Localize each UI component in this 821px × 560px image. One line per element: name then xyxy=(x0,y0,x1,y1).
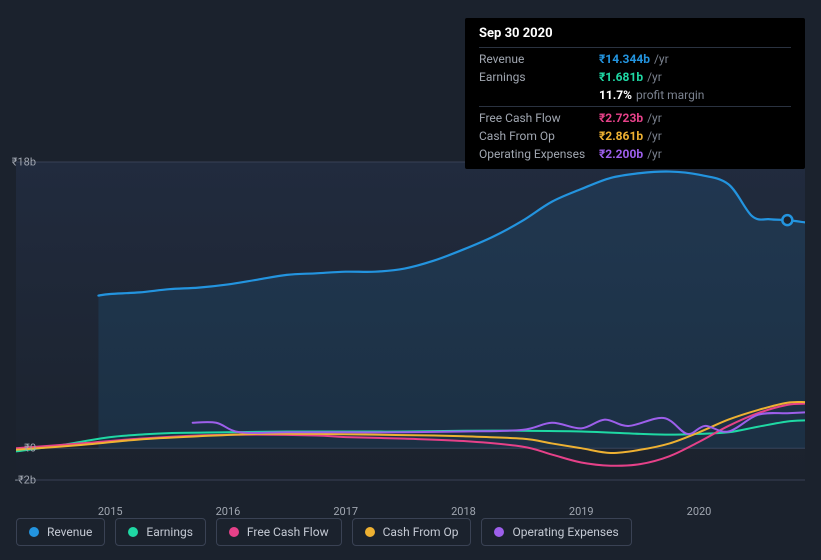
tooltip-row: Revenue ₹14.344b /yr xyxy=(479,50,791,68)
legend-item-cfo[interactable]: Cash From Op xyxy=(352,518,472,546)
tooltip-row-value: 11.7% xyxy=(599,88,632,102)
chart-svg xyxy=(16,150,805,500)
x-axis-label: 2015 xyxy=(98,505,123,518)
legend-swatch xyxy=(128,527,138,537)
tooltip-row-label: Revenue xyxy=(479,52,599,66)
tooltip-row-value: ₹2.861b xyxy=(599,129,643,143)
x-axis-label: 2017 xyxy=(333,505,358,518)
tooltip-row: Cash From Op ₹2.861b /yr xyxy=(479,127,791,145)
legend-swatch xyxy=(494,527,504,537)
tooltip-date: Sep 30 2020 xyxy=(479,26,791,45)
x-axis-label: 2020 xyxy=(687,505,712,518)
legend-swatch xyxy=(29,527,39,537)
tooltip-row-value: ₹1.681b xyxy=(599,70,643,84)
tooltip-row: 11.7% profit margin xyxy=(479,86,791,104)
tooltip-row-value: ₹2.723b xyxy=(599,111,643,125)
tooltip-row-label: Earnings xyxy=(479,70,599,84)
tooltip-row-label: Cash From Op xyxy=(479,129,599,143)
tooltip-row-unit: /yr xyxy=(647,147,662,161)
legend-item-opex[interactable]: Operating Expenses xyxy=(481,518,631,546)
y-axis-label: ₹0 xyxy=(8,442,36,455)
tooltip-row-unit: /yr xyxy=(647,70,662,84)
legend-swatch xyxy=(229,527,239,537)
tooltip-row: Earnings ₹1.681b /yr xyxy=(479,68,791,86)
y-axis-label: -₹2b xyxy=(8,474,36,487)
legend-label: Operating Expenses xyxy=(512,525,618,539)
tooltip-row-label: Free Cash Flow xyxy=(479,111,599,125)
chart-area[interactable]: ₹18b₹0-₹2b201520162017201820192020 xyxy=(16,150,805,500)
tooltip-row-value: ₹2.200b xyxy=(599,147,643,161)
legend-label: Free Cash Flow xyxy=(247,525,329,539)
tooltip-divider xyxy=(479,106,791,107)
x-axis-label: 2016 xyxy=(216,505,241,518)
legend-item-earnings[interactable]: Earnings xyxy=(115,518,206,546)
legend: Revenue Earnings Free Cash Flow Cash Fro… xyxy=(16,518,632,546)
x-axis-label: 2018 xyxy=(451,505,476,518)
tooltip-row-label xyxy=(479,88,599,102)
legend-label: Earnings xyxy=(146,525,193,539)
tooltip-row-unit: /yr xyxy=(654,52,669,66)
tooltip-row-unit: /yr xyxy=(647,111,662,125)
tooltip-row: Operating Expenses ₹2.200b /yr xyxy=(479,145,791,163)
legend-swatch xyxy=(365,527,375,537)
legend-item-revenue[interactable]: Revenue xyxy=(16,518,105,546)
legend-label: Revenue xyxy=(47,525,92,539)
legend-label: Cash From Op xyxy=(383,525,459,539)
legend-item-fcf[interactable]: Free Cash Flow xyxy=(216,518,342,546)
tooltip-row-value: ₹14.344b xyxy=(599,52,650,66)
y-axis-label: ₹18b xyxy=(8,156,36,169)
x-axis-label: 2019 xyxy=(569,505,594,518)
tooltip-divider xyxy=(479,47,791,48)
tooltip-row: Free Cash Flow ₹2.723b /yr xyxy=(479,109,791,127)
tooltip-row-unit: /yr xyxy=(647,129,662,143)
tooltip-row-label: Operating Expenses xyxy=(479,147,599,161)
tooltip-row-unit: profit margin xyxy=(636,88,704,102)
chart-tooltip: Sep 30 2020 Revenue ₹14.344b /yr Earning… xyxy=(465,18,805,169)
